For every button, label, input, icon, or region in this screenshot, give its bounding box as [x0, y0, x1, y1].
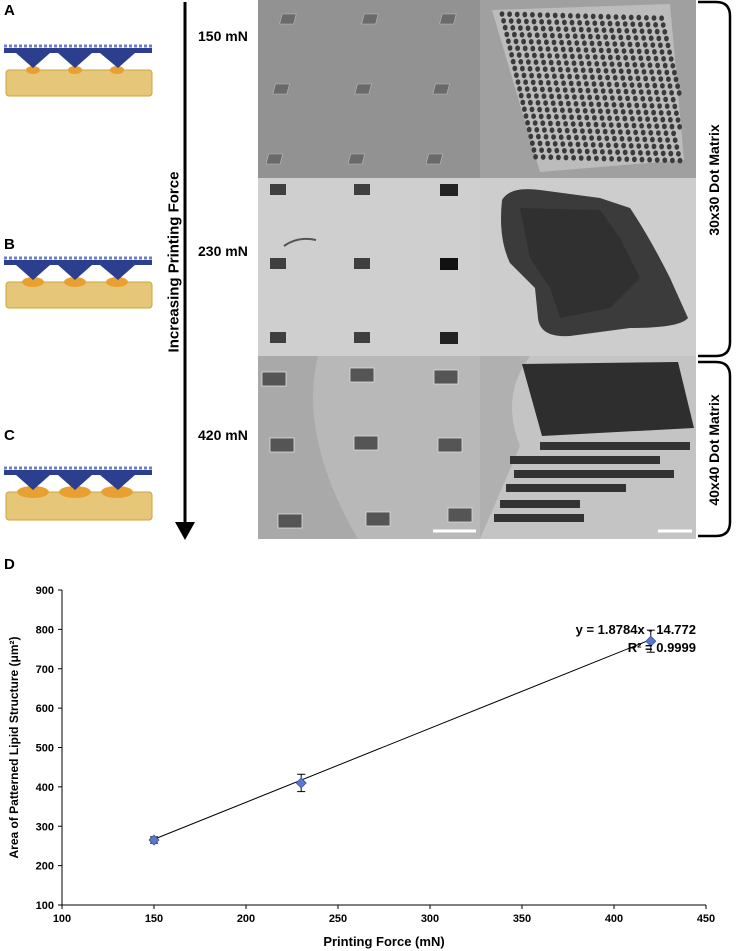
micrograph-230mn-right: [480, 178, 696, 356]
y-tick-label: 500: [36, 743, 54, 755]
micrograph-420mn-left: [258, 356, 480, 539]
x-axis-label: Printing Force (mN): [323, 934, 444, 949]
panel-label-d: D: [4, 556, 15, 573]
force-label-230: 230 mN: [198, 243, 248, 259]
trendline-r2: R² = 0.9999: [628, 640, 696, 655]
x-tick-label: 300: [421, 913, 439, 925]
y-tick-label: 300: [36, 821, 54, 833]
micrograph-150mn-right: [480, 0, 696, 178]
y-tick-label: 100: [36, 900, 54, 912]
bracket-label-30x30: 30x30 Dot Matrix: [706, 124, 722, 236]
bracket-label-40x40: 40x40 Dot Matrix: [706, 394, 722, 506]
data-point: [295, 777, 307, 789]
y-tick-label: 200: [36, 861, 54, 873]
area-vs-force-chart: 100 200 300 400 500 600 700 800 900 100 150 200 250 3…: [7, 585, 715, 949]
trendline-equation: y = 1.8784x - 14.772: [576, 622, 696, 637]
force-label-150: 150 mN: [198, 28, 248, 44]
micrograph-420mn-right: [480, 356, 696, 539]
brackets: [698, 0, 732, 538]
x-tick-label: 200: [237, 913, 255, 925]
x-tick-label: 450: [697, 913, 715, 925]
x-tick-label: 150: [145, 913, 163, 925]
x-tick-label: 100: [53, 913, 71, 925]
y-tick-label: 900: [36, 585, 54, 597]
y-tick-label: 800: [36, 624, 54, 636]
schematic-b: [4, 256, 153, 309]
y-tick-label: 400: [36, 782, 54, 794]
panel-label-b: B: [4, 236, 15, 253]
data-point: [148, 834, 160, 846]
trendline: [153, 639, 651, 840]
x-tick-label: 250: [329, 913, 347, 925]
arrow-label: Increasing Printing Force: [165, 171, 183, 353]
x-tick-label: 350: [513, 913, 531, 925]
schematic-c: [4, 466, 153, 521]
increasing-force-arrow: [175, 2, 195, 540]
force-label-420: 420 mN: [198, 427, 248, 443]
micrograph-150mn-left: [258, 0, 480, 178]
micrograph-230mn-left: [258, 178, 480, 356]
y-tick-label: 700: [36, 664, 54, 676]
schematic-a: [4, 44, 153, 97]
panel-label-a: A: [4, 2, 15, 19]
x-tick-label: 400: [605, 913, 623, 925]
y-tick-label: 600: [36, 703, 54, 715]
panel-label-c: C: [4, 427, 15, 444]
data-point: [645, 635, 657, 647]
y-axis-label: Area of Patterned Lipid Structure (μm²): [7, 636, 21, 858]
